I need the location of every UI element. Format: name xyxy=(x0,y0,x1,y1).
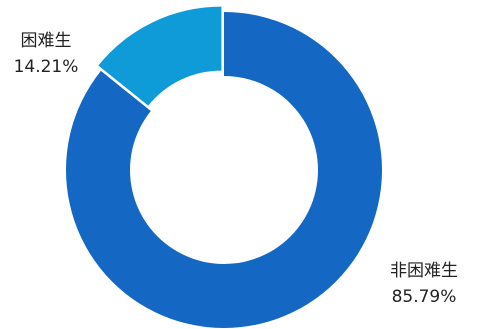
data-label-feikunnansheng: 非困难生 85.79% xyxy=(370,258,478,310)
data-label-kunnansheng-value: 14.21% xyxy=(13,57,79,77)
slice-feikunnansheng xyxy=(65,12,382,329)
data-label-feikunnansheng-value: 85.79% xyxy=(391,287,457,307)
data-label-feikunnansheng-category: 非困难生 xyxy=(390,261,458,281)
data-label-kunnansheng: 困难生 14.21% xyxy=(4,28,88,80)
data-label-kunnansheng-category: 困难生 xyxy=(20,31,72,51)
slice-kunnansheng xyxy=(98,6,222,106)
